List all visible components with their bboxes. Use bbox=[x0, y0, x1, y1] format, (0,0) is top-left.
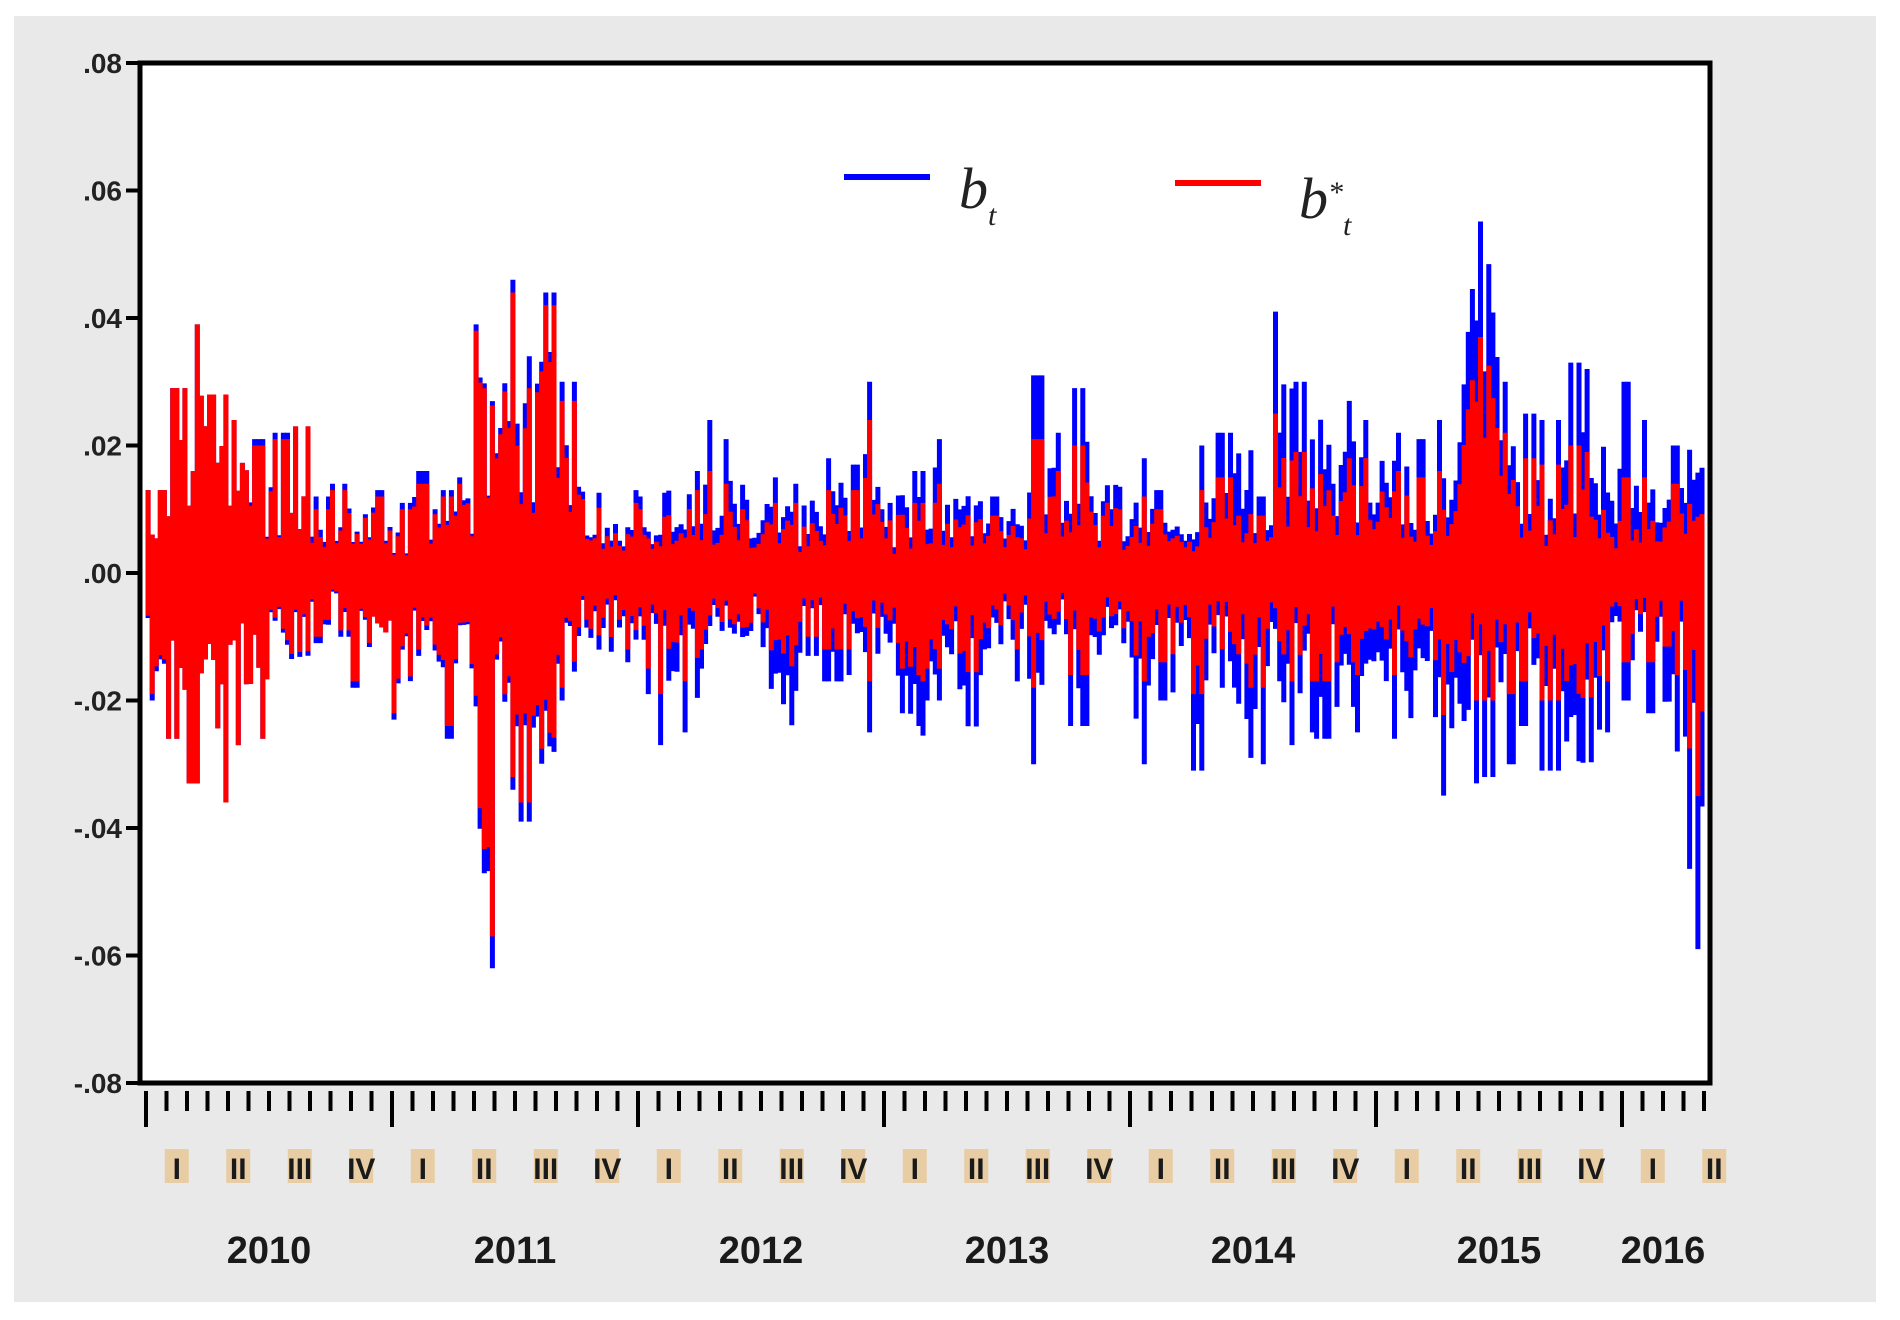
quarter-label: III bbox=[1025, 1153, 1050, 1186]
quarter-label: III bbox=[1517, 1153, 1542, 1186]
y-tick-label: -.02 bbox=[74, 686, 122, 717]
quarter-marker bbox=[1210, 1149, 1235, 1183]
chart: .08.06.04.02.00-.02-.04-.06-.08 I II III IV… bbox=[74, 48, 1727, 1272]
quarter-marker bbox=[1087, 1149, 1112, 1183]
series-b-t-star bbox=[145, 292, 1705, 937]
quarter-marker bbox=[1394, 1149, 1419, 1183]
quarter-label: II bbox=[722, 1153, 739, 1186]
quarter-marker bbox=[472, 1149, 497, 1183]
year-label: 2013 bbox=[965, 1230, 1050, 1272]
plot-border bbox=[137, 60, 1713, 1086]
x-axis: I II III IV I II III IV I II III IV I II III IV I II III IV… bbox=[144, 1091, 1727, 1272]
quarter-label: IV bbox=[1331, 1153, 1359, 1186]
quarter-label: II bbox=[230, 1153, 247, 1186]
year-label: 2012 bbox=[719, 1230, 804, 1272]
quarter-label: III bbox=[533, 1153, 558, 1186]
y-tick-label: -.04 bbox=[74, 813, 123, 844]
quarter-marker bbox=[1333, 1149, 1358, 1183]
quarter-marker bbox=[410, 1149, 435, 1183]
quarter-label: III bbox=[287, 1153, 312, 1186]
quarter-marker bbox=[595, 1149, 620, 1183]
quarter-marker bbox=[841, 1149, 866, 1183]
quarter-label: I bbox=[1649, 1153, 1657, 1186]
quarter-marker bbox=[349, 1149, 374, 1183]
quarter-marker bbox=[533, 1149, 558, 1183]
quarter-marker bbox=[779, 1149, 804, 1183]
year-label: 2016 bbox=[1621, 1230, 1706, 1272]
quarter-label: I bbox=[911, 1153, 919, 1186]
legend-label-b-t-star: b*t bbox=[1299, 166, 1352, 242]
quarter-label: II bbox=[1706, 1153, 1723, 1186]
y-tick-label: .02 bbox=[83, 431, 122, 462]
quarter-label: II bbox=[968, 1153, 985, 1186]
y-tick-label: -.06 bbox=[74, 941, 122, 972]
y-tick-label: .04 bbox=[83, 303, 122, 334]
quarter-label: I bbox=[665, 1153, 673, 1186]
quarter-label: III bbox=[779, 1153, 804, 1186]
quarter-marker bbox=[1517, 1149, 1542, 1183]
quarter-marker bbox=[1271, 1149, 1296, 1183]
chart-frame: .08.06.04.02.00 -.02 -.04 -.06 -.08 I II III IV… bbox=[14, 16, 1876, 1302]
quarter-label: IV bbox=[347, 1153, 375, 1186]
y-tick-label: .06 bbox=[83, 176, 122, 207]
y-tick-label: .08 bbox=[83, 48, 122, 79]
quarter-marker bbox=[1456, 1149, 1481, 1183]
quarter-marker bbox=[656, 1149, 681, 1183]
quarter-marker bbox=[1025, 1149, 1050, 1183]
quarter-label: II bbox=[1460, 1153, 1477, 1186]
year-label: 2010 bbox=[227, 1230, 312, 1272]
quarter-label: II bbox=[476, 1153, 493, 1186]
year-label: 2015 bbox=[1457, 1230, 1542, 1272]
quarter-marker bbox=[1702, 1149, 1727, 1183]
y-axis: .08 .06 .04 .02 .00 -.02 -.04 -.06 -.08 bbox=[74, 48, 140, 1099]
year-label: 2011 bbox=[474, 1230, 556, 1272]
quarter-label: I bbox=[419, 1153, 427, 1186]
quarter-label: IV bbox=[1577, 1153, 1605, 1186]
year-label: 2014 bbox=[1211, 1230, 1296, 1272]
legend-label-b-t: bt bbox=[959, 156, 997, 232]
quarter-label: II bbox=[1214, 1153, 1231, 1186]
series-layer bbox=[145, 221, 1705, 969]
legend: bt b*t bbox=[844, 156, 1352, 242]
quarter-label: IV bbox=[1085, 1153, 1113, 1186]
quarter-label: I bbox=[173, 1153, 181, 1186]
quarter-marker bbox=[1148, 1149, 1173, 1183]
quarter-marker bbox=[164, 1149, 189, 1183]
quarter-marker bbox=[964, 1149, 989, 1183]
quarter-label: III bbox=[1271, 1153, 1296, 1186]
quarter-label: IV bbox=[593, 1153, 621, 1186]
quarter-label: I bbox=[1403, 1153, 1411, 1186]
quarter-marker bbox=[1579, 1149, 1604, 1183]
y-tick-label: -.08 bbox=[74, 1068, 122, 1099]
quarter-marker bbox=[287, 1149, 312, 1183]
quarter-marker bbox=[718, 1149, 743, 1183]
quarter-marker bbox=[902, 1149, 927, 1183]
quarter-label: IV bbox=[839, 1153, 867, 1186]
y-tick-label: .00 bbox=[83, 558, 122, 589]
quarter-label: I bbox=[1157, 1153, 1165, 1186]
quarter-marker bbox=[1640, 1149, 1665, 1183]
quarter-marker bbox=[226, 1149, 251, 1183]
